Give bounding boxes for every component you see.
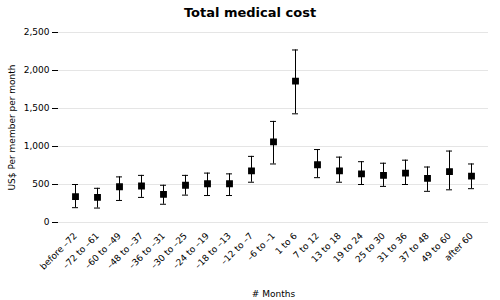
svg-text:2,500: 2,500: [24, 27, 50, 37]
svg-text:after 60: after 60: [443, 231, 475, 263]
svg-text:–72 to –61: –72 to –61: [60, 230, 101, 271]
html-text:Total medical cost: Total medical cost: [183, 5, 317, 20]
svg-text:–18 to –13: –18 to –13: [192, 230, 233, 271]
svg-text:–30 to –25: –30 to –25: [148, 230, 189, 271]
svg-text:1,500: 1,500: [24, 103, 50, 113]
svg-text:500: 500: [32, 179, 49, 189]
svg-text:7 to 12: 7 to 12: [291, 230, 321, 261]
svg-text:before –72: before –72: [38, 230, 79, 272]
svg-text:2,000: 2,000: [24, 65, 50, 75]
svg-text:19 to 24: 19 to 24: [331, 230, 365, 265]
svg-text:37 to 48: 37 to 48: [397, 230, 431, 265]
svg-text:–24 to –19: –24 to –19: [170, 230, 211, 271]
svg-text:13 to 18: 13 to 18: [309, 230, 343, 265]
svg-text:–36 to –31: –36 to –31: [126, 230, 167, 271]
svg-text:0: 0: [44, 217, 50, 227]
svg-text:31 to 36: 31 to 36: [375, 230, 409, 265]
svg-text:1 to 6: 1 to 6: [273, 230, 299, 257]
svg-text:1,000: 1,000: [24, 141, 50, 151]
svg-text:–12 to –7: –12 to –7: [218, 230, 255, 267]
svg-text:US$ Per member per month: US$ Per member per month: [7, 65, 17, 191]
svg-text:–60 to –49: –60 to –49: [82, 230, 123, 271]
svg-text:–6 to –1: –6 to –1: [245, 231, 277, 263]
svg-text:49 to 60: 49 to 60: [419, 230, 453, 265]
svg-text:–48 to –37: –48 to –37: [104, 230, 145, 271]
svg-text:# Months: # Months: [252, 289, 296, 299]
svg-text:25 to 30: 25 to 30: [353, 230, 387, 265]
